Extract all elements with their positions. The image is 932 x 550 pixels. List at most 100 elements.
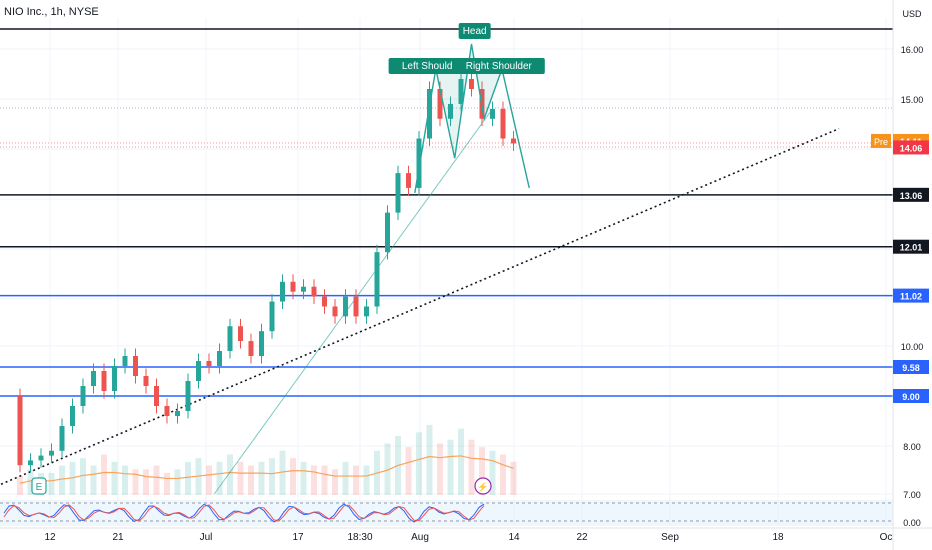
chart-title: NIO Inc., 1h, NYSE <box>4 6 105 18</box>
candle-body <box>101 371 107 391</box>
candle-body <box>269 301 275 332</box>
volume-bar <box>332 469 338 495</box>
candle-body <box>112 366 117 391</box>
volume-bar <box>468 439 475 495</box>
volume-bar <box>437 443 443 495</box>
candle-body <box>154 386 159 406</box>
candle-body <box>238 326 243 342</box>
candle-body <box>259 331 264 356</box>
x-tick-label: 18:30 <box>347 532 372 543</box>
candle-body <box>143 376 149 386</box>
volume-bar <box>101 454 107 495</box>
volume-bar <box>111 461 118 495</box>
candle-body <box>38 455 44 461</box>
candle-body <box>364 306 369 317</box>
volume-bar <box>237 461 244 495</box>
volume-bar <box>405 447 412 495</box>
price-tag-text: 14.06 <box>900 143 923 153</box>
y-tick-label: 8.00 <box>903 442 921 452</box>
candle-body <box>196 361 201 381</box>
time-axis: 12 21 Jul 17 18:30 Aug 14 22 Sep 18 Oc <box>0 527 932 543</box>
level-tag <box>893 187 929 202</box>
candle-body <box>332 306 338 317</box>
candle-body <box>59 426 65 451</box>
x-tick-label: Sep <box>661 532 679 543</box>
level-tag-text: 11.02 <box>900 292 922 302</box>
candle-body <box>427 89 432 139</box>
pattern-label-text: Head <box>463 26 487 37</box>
volume-bars <box>17 425 517 495</box>
price-axis-bg <box>893 0 932 550</box>
pre-tag <box>871 133 891 148</box>
volume-bar <box>416 432 422 495</box>
y-tick-label: 7.00 <box>903 490 921 500</box>
candle-body <box>385 212 390 253</box>
volume-bar <box>500 454 506 495</box>
candles <box>17 71 516 473</box>
volume-bar <box>164 472 170 495</box>
candle-body <box>290 281 296 292</box>
candle-body <box>469 79 474 89</box>
level-tag <box>893 288 929 303</box>
candle-body <box>353 296 359 317</box>
x-tick-label: Oc <box>880 532 893 543</box>
level-tag <box>893 389 929 403</box>
volume-bar <box>174 469 181 495</box>
dividend-icon <box>474 477 492 495</box>
candle-body <box>416 138 422 188</box>
candle-body <box>374 252 380 307</box>
volume-bar <box>447 439 454 495</box>
candle-body <box>175 411 180 416</box>
stoch-d-line <box>3 504 485 522</box>
level-tag-text: 9.00 <box>902 392 920 402</box>
volume-bar <box>27 469 34 495</box>
pre-tag-text: Pre <box>874 137 888 147</box>
y-tick-label: 10.00 <box>901 342 924 352</box>
level-tag <box>893 360 929 374</box>
grid <box>0 18 893 526</box>
candle-body <box>458 79 464 104</box>
volume-bar <box>342 461 349 495</box>
pattern-label-bg <box>452 58 545 74</box>
candle-body <box>217 351 222 366</box>
candle-body <box>322 296 327 307</box>
volume-bar <box>48 472 55 495</box>
pattern-label: Head <box>458 23 491 39</box>
volume-bar <box>290 458 296 495</box>
candle-body <box>164 406 170 416</box>
candle-body <box>490 108 495 119</box>
candle-body <box>227 326 233 351</box>
candle-body <box>17 396 23 466</box>
candle-body <box>28 460 33 466</box>
candle-body <box>185 381 191 411</box>
candle-body <box>395 173 401 213</box>
volume-bar <box>321 465 328 495</box>
pattern-label-text: Left Shoulder <box>402 61 462 72</box>
volume-bar <box>258 461 265 495</box>
candle-body <box>49 450 54 456</box>
volume-bar <box>363 465 370 495</box>
pattern-label-text: Right Shoulder <box>466 61 533 72</box>
volume-bar <box>90 465 97 495</box>
level-tag <box>893 239 929 254</box>
volume-bar <box>248 465 254 495</box>
candle-body <box>500 108 506 139</box>
volume-bar <box>206 465 212 495</box>
volume-bar <box>132 469 139 495</box>
x-tick-label: 21 <box>112 532 124 543</box>
volume-bar <box>426 425 433 495</box>
currency-label: USD <box>902 9 922 19</box>
candle-body <box>91 371 96 386</box>
level-tag-text: 12.01 <box>900 243 923 253</box>
candle-body <box>448 103 453 119</box>
earnings-icon <box>31 477 47 495</box>
volume-bar <box>311 465 317 495</box>
pattern-label-bg <box>458 23 491 39</box>
volume-bar <box>300 461 307 495</box>
pattern-label: Right Shoulder <box>452 58 545 74</box>
candle-body <box>437 89 443 119</box>
price-tag <box>893 140 929 155</box>
candle-body <box>406 173 411 188</box>
